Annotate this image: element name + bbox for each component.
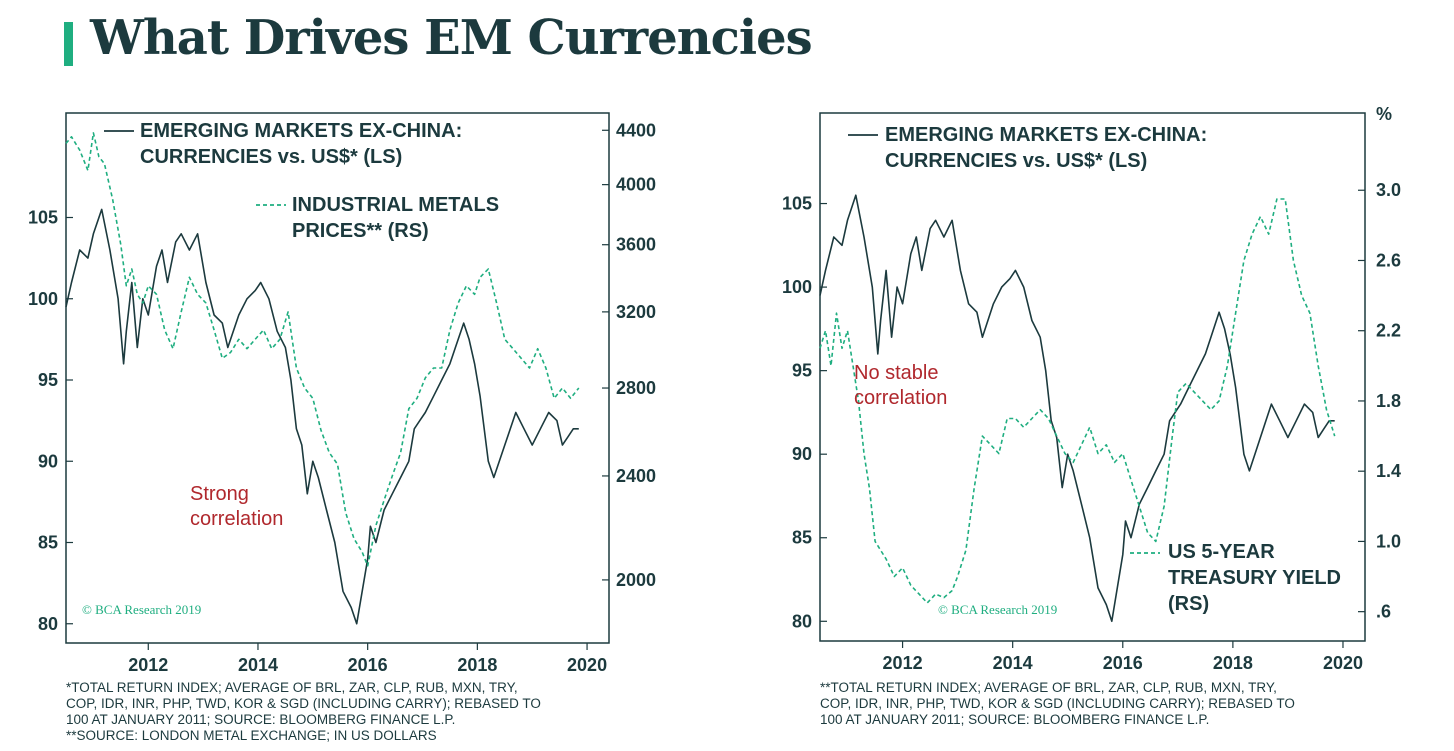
- right-axis-tick-label: 2400: [616, 466, 656, 486]
- footnote-right: **TOTAL RETURN INDEX; AVERAGE OF BRL, ZA…: [820, 680, 1295, 728]
- right-axis-tick-label: 4400: [616, 120, 656, 140]
- chart-annotation: Strong: [190, 483, 249, 505]
- footnote-line: COP, IDR, INR, PHP, TWD, KOR & SGD (INCL…: [820, 696, 1295, 711]
- title-accent-bar: [64, 22, 73, 66]
- chart-credit: © BCA Research 2019: [82, 602, 201, 617]
- right-axis-tick-label: 3200: [616, 302, 656, 322]
- footnote-left: *TOTAL RETURN INDEX; AVERAGE OF BRL, ZAR…: [66, 680, 541, 744]
- x-axis-tick-label: 2012: [128, 655, 168, 675]
- series-line-dashed: [65, 132, 580, 567]
- page-title: What Drives EM Currencies: [90, 10, 813, 66]
- right-axis-tick-label: 3600: [616, 235, 656, 255]
- footnote-line: **SOURCE: LONDON METAL EXCHANGE; IN US D…: [66, 728, 437, 743]
- series-line-solid: [65, 208, 579, 625]
- plot-frame: [65, 112, 610, 644]
- footnote-line: *TOTAL RETURN INDEX; AVERAGE OF BRL, ZAR…: [66, 680, 518, 695]
- left-axis-tick-label: 85: [38, 533, 58, 553]
- left-axis-tick-label: 90: [38, 451, 58, 471]
- x-axis-tick-label: 2018: [457, 655, 497, 675]
- footnote-line: **TOTAL RETURN INDEX; AVERAGE OF BRL, ZA…: [820, 680, 1277, 695]
- x-axis-tick-label: 2014: [238, 655, 278, 675]
- left-axis-tick-label: 95: [38, 370, 58, 390]
- left-axis-tick-label: 80: [38, 614, 58, 634]
- legend-label: INDUSTRIAL METALS: [292, 194, 499, 216]
- footnote-line: COP, IDR, INR, PHP, TWD, KOR & SGD (INCL…: [66, 696, 541, 711]
- left-axis-tick-label: 100: [28, 289, 58, 309]
- legend-label: CURRENCIES vs. US$* (LS): [140, 146, 402, 168]
- footnote-line: 100 AT JANUARY 2011; SOURCE: BLOOMBERG F…: [820, 712, 1210, 727]
- right-axis-tick-label: 2800: [616, 378, 656, 398]
- x-axis-tick-label: 2020: [567, 655, 607, 675]
- legend-label: EMERGING MARKETS EX-CHINA:: [140, 120, 462, 142]
- right-axis-tick-label: 4000: [616, 175, 656, 195]
- legend-label: PRICES** (RS): [292, 220, 429, 242]
- left-axis-tick-label: 105: [28, 208, 58, 228]
- right-axis-tick-label: 2000: [616, 570, 656, 590]
- x-axis-tick-label: 2016: [348, 655, 388, 675]
- chart-annotation: correlation: [190, 508, 283, 530]
- footnote-line: 100 AT JANUARY 2011; SOURCE: BLOOMBERG F…: [66, 712, 456, 727]
